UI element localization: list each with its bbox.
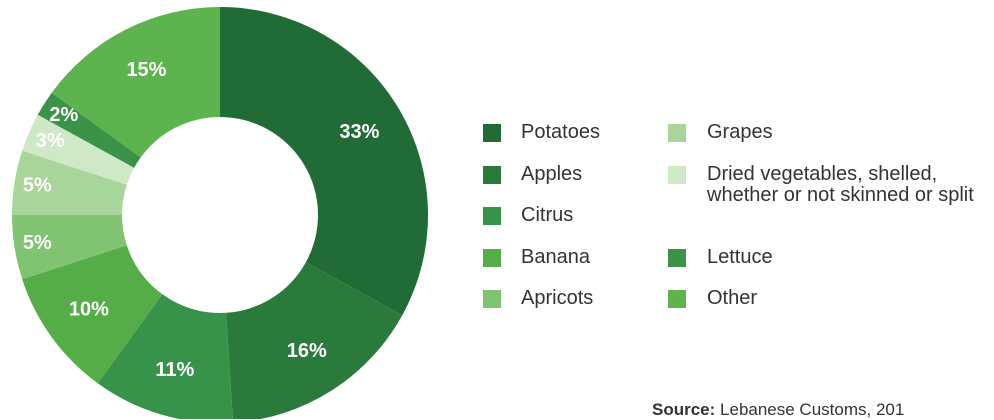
legend-swatch: [668, 290, 686, 308]
legend-swatch: [668, 124, 686, 142]
donut-segment: [97, 294, 233, 419]
legend-label: Apples: [521, 163, 583, 185]
data-label: 16%: [287, 340, 327, 362]
data-label: 11%: [155, 359, 194, 381]
donut-segment: [12, 150, 127, 215]
donut-segment: [220, 7, 428, 316]
donut-segment: [51, 7, 221, 158]
donut-segment: [22, 114, 135, 185]
legend-label: Dried vegetables, shelled, whether or no…: [707, 163, 974, 206]
donut-segment: [12, 215, 127, 280]
legend-swatch: [483, 124, 501, 142]
legend-swatch: [668, 249, 686, 267]
data-label: 10%: [69, 299, 109, 321]
legend-swatch: [483, 207, 501, 225]
data-label: 15%: [126, 59, 166, 81]
data-label: 3%: [36, 130, 65, 152]
legend-swatch: [483, 290, 501, 308]
legend-label: Potatoes: [521, 121, 600, 143]
legend-label: Apricots: [521, 287, 594, 309]
source-label: Source:: [652, 400, 716, 419]
legend-label: Other: [707, 287, 758, 309]
data-label: 33%: [339, 121, 379, 143]
source-text: Lebanese Customs, 201: [720, 400, 905, 419]
donut-segment: [226, 262, 403, 419]
legend-label: Banana: [521, 246, 590, 268]
legend-label: Grapes: [707, 121, 773, 143]
legend-swatch: [668, 166, 686, 184]
legend-swatch: [483, 249, 501, 267]
legend-swatch: [483, 166, 501, 184]
data-label: 5%: [23, 174, 52, 196]
donut-segment: [22, 245, 163, 384]
data-label: 2%: [49, 104, 78, 126]
source: Source: Lebanese Customs, 201: [652, 400, 904, 420]
data-label: 5%: [23, 232, 52, 254]
legend-label: Citrus: [521, 204, 574, 226]
legend-label: Lettuce: [707, 246, 773, 268]
donut-segment: [37, 92, 141, 168]
